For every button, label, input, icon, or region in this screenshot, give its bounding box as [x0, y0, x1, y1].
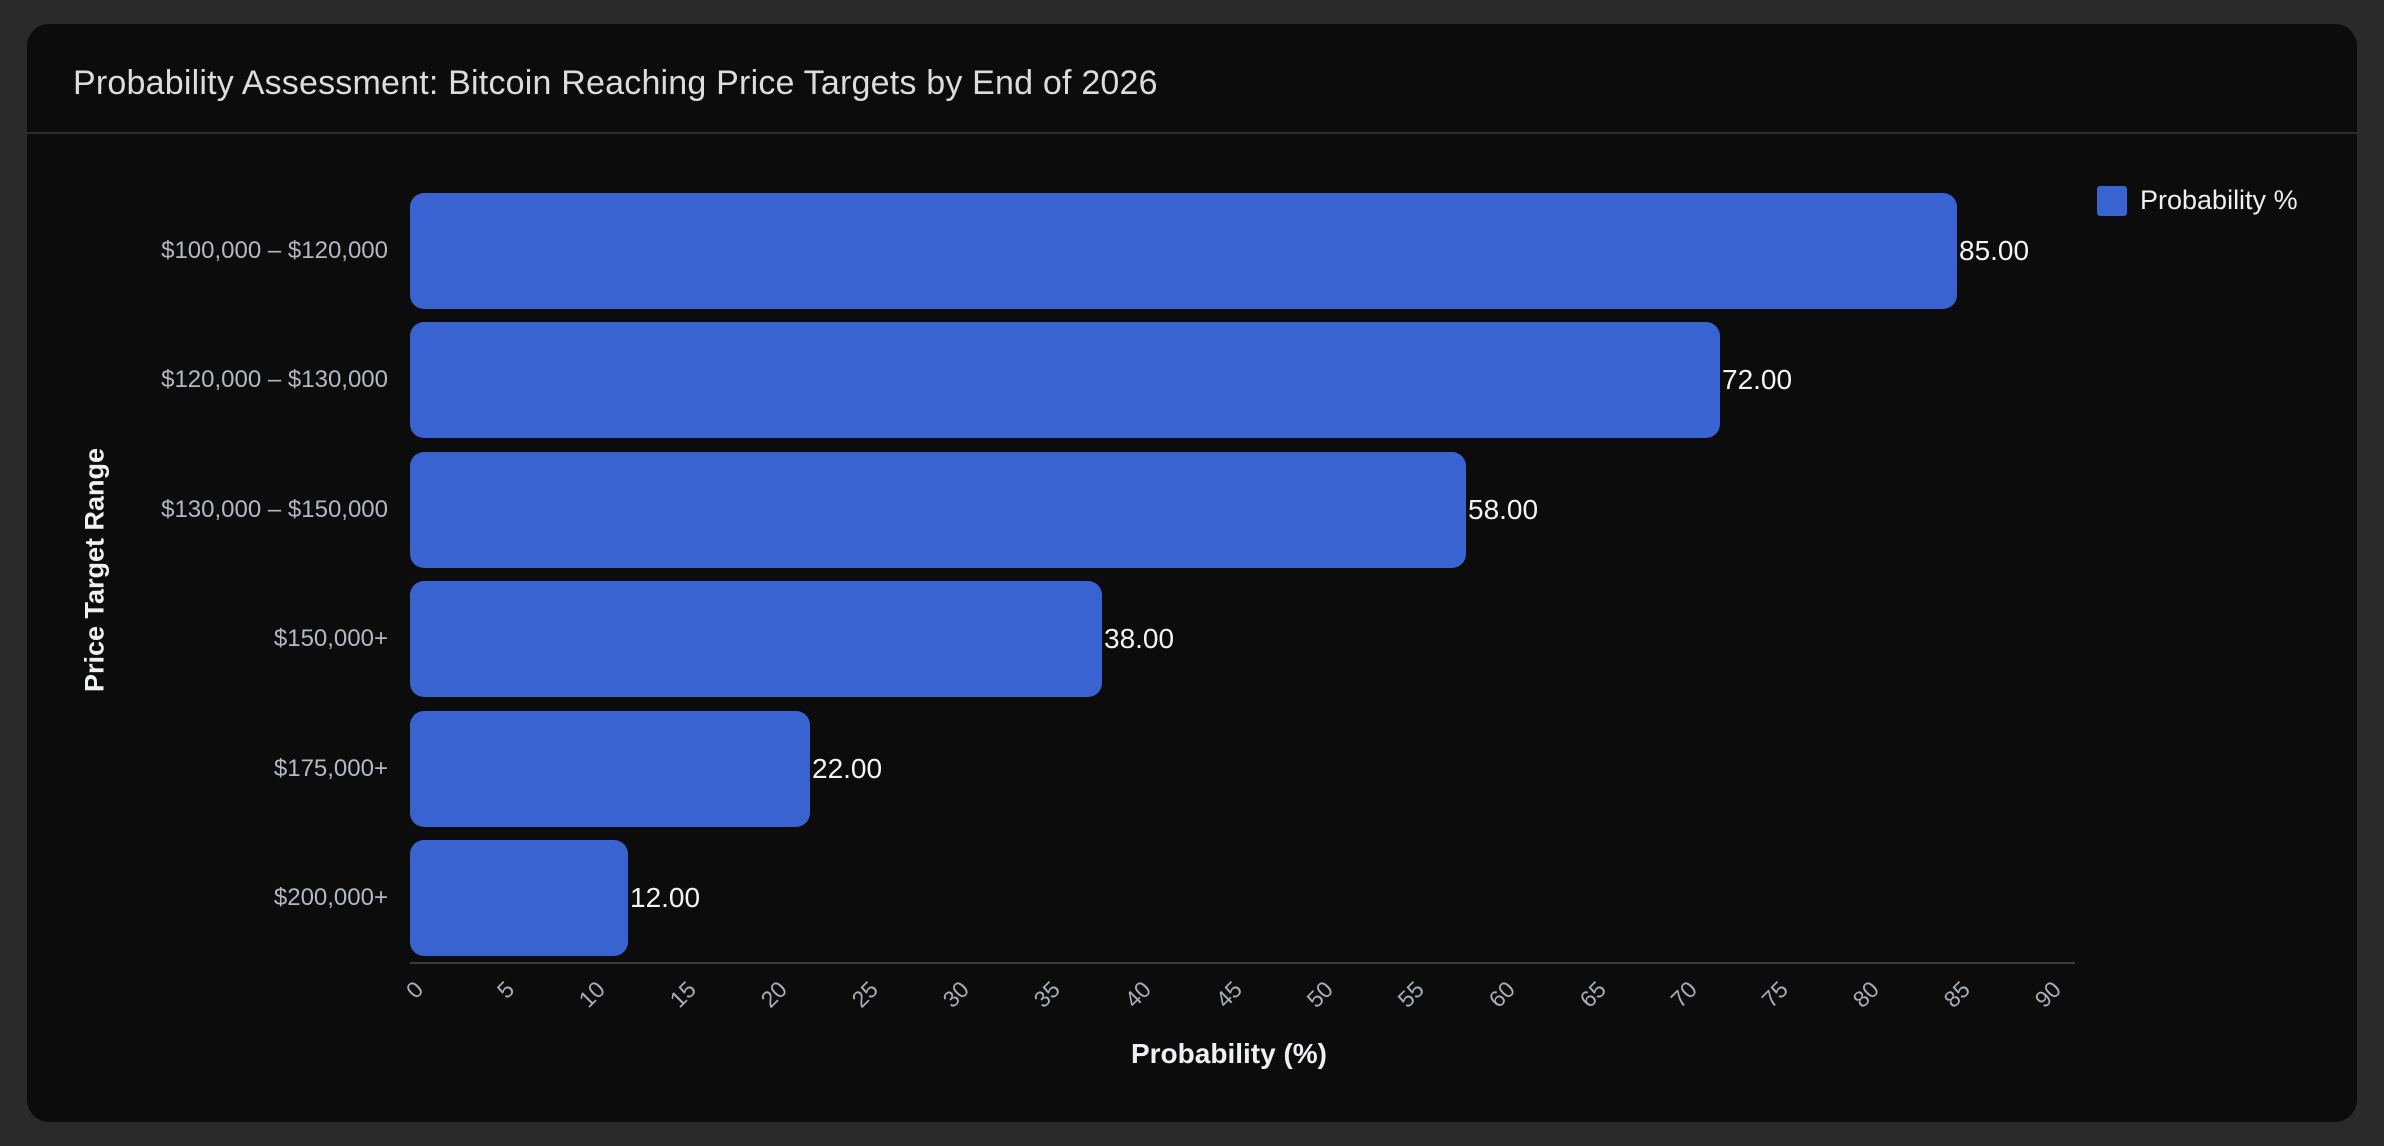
- x-axis-title: Probability (%): [1130, 1038, 1327, 1069]
- value-label: 72.00: [1722, 364, 1793, 395]
- chart-title: Probability Assessment: Bitcoin Reaching…: [73, 63, 1158, 102]
- legend-label: Probability %: [2140, 185, 2298, 215]
- bar-2[interactable]: [410, 322, 1720, 438]
- bar-5[interactable]: [410, 711, 810, 827]
- bar-6[interactable]: [410, 840, 628, 956]
- category-label: $150,000+: [273, 625, 388, 652]
- card-header: Probability Assessment: Bitcoin Reaching…: [27, 24, 2357, 134]
- category-label: $175,000+: [273, 755, 388, 782]
- bar-4[interactable]: [410, 581, 1102, 697]
- category-label: $100,000 – $120,000: [161, 237, 388, 264]
- value-label: 85.00: [1959, 235, 2030, 266]
- legend-swatch-icon: [2097, 185, 2127, 216]
- bar-chart: Probability % Price Target Range Probabi…: [27, 24, 2357, 1122]
- value-label: 38.00: [1104, 623, 1175, 654]
- category-label: $130,000 – $150,000: [161, 496, 388, 523]
- value-label: 12.00: [630, 882, 701, 913]
- x-axis-line: [410, 962, 2075, 964]
- bar-3[interactable]: [410, 452, 1466, 568]
- category-label: $200,000+: [273, 884, 388, 911]
- bar-1[interactable]: [410, 193, 1957, 309]
- value-label: 22.00: [812, 753, 883, 784]
- value-label: 58.00: [1468, 494, 1539, 525]
- legend[interactable]: Probability %: [2097, 185, 2298, 216]
- chart-card: Probability Assessment: Bitcoin Reaching…: [27, 24, 2357, 1122]
- category-label: $120,000 – $130,000: [161, 366, 388, 393]
